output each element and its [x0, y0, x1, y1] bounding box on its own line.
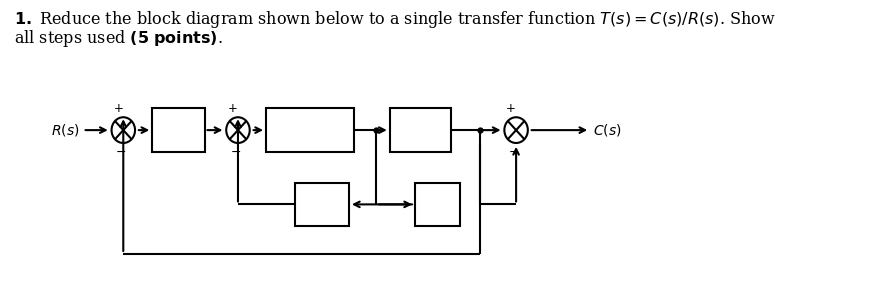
Text: $s^2$: $s^2$ [171, 134, 187, 153]
Text: all steps used $\mathbf{(5\ points)}$.: all steps used $\mathbf{(5\ points)}$. [14, 28, 223, 49]
FancyBboxPatch shape [266, 108, 354, 152]
Text: $-$: $-$ [508, 145, 519, 158]
Text: $+$: $+$ [227, 102, 237, 115]
Text: $50$: $50$ [300, 110, 320, 126]
Text: $+$: $+$ [505, 102, 516, 115]
Text: $-$: $-$ [115, 145, 126, 158]
Text: $\mathbf{1.}$ Reduce the block diagram shown below to a single transfer function: $\mathbf{1.}$ Reduce the block diagram s… [14, 9, 775, 30]
Text: $s$: $s$ [415, 123, 425, 137]
Text: $2$: $2$ [432, 196, 443, 212]
FancyBboxPatch shape [415, 183, 461, 226]
Text: $2$: $2$ [317, 184, 327, 200]
FancyBboxPatch shape [295, 183, 349, 226]
Text: $R(s)$: $R(s)$ [52, 122, 80, 138]
Text: $C(s)$: $C(s)$ [593, 122, 621, 138]
Text: $1$: $1$ [173, 110, 183, 126]
FancyBboxPatch shape [152, 108, 204, 152]
Text: $s$: $s$ [317, 208, 326, 222]
Text: $-$: $-$ [229, 145, 241, 158]
FancyBboxPatch shape [389, 108, 451, 152]
Text: $s+1$: $s+1$ [292, 134, 327, 150]
Text: $+$: $+$ [114, 102, 124, 115]
